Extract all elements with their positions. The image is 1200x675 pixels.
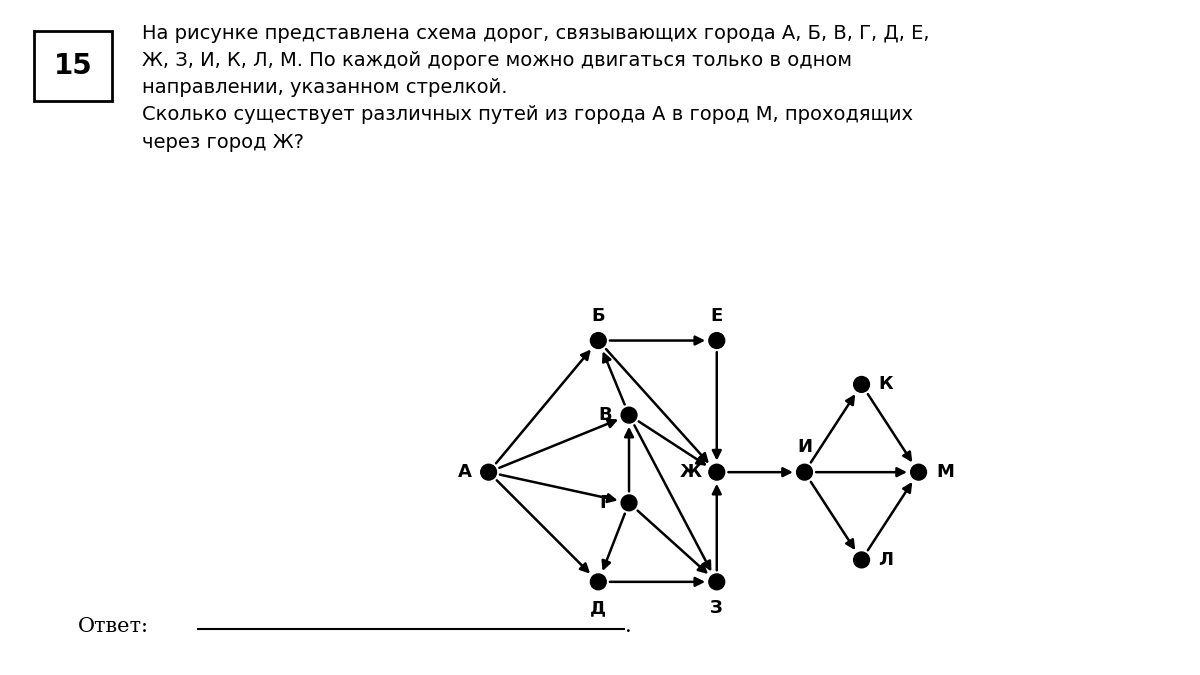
- Text: Ж: Ж: [679, 463, 702, 481]
- Circle shape: [709, 464, 725, 480]
- Text: .: .: [625, 617, 632, 636]
- Text: Ответ:: Ответ:: [78, 617, 149, 636]
- Text: Е: Е: [710, 307, 722, 325]
- Circle shape: [853, 552, 870, 568]
- Text: 15: 15: [54, 52, 92, 80]
- Text: М: М: [936, 463, 954, 481]
- Circle shape: [481, 464, 497, 480]
- Circle shape: [709, 574, 725, 590]
- Text: На рисунке представлена схема дорог, связывающих города А, Б, В, Г, Д, Е,
Ж, З, : На рисунке представлена схема дорог, свя…: [142, 24, 929, 152]
- Text: В: В: [598, 406, 612, 424]
- Circle shape: [622, 407, 637, 423]
- Circle shape: [911, 464, 926, 480]
- Text: Г: Г: [599, 494, 611, 512]
- Text: Л: Л: [878, 551, 893, 569]
- Circle shape: [709, 333, 725, 348]
- Circle shape: [590, 333, 606, 348]
- Text: Д: Д: [590, 599, 606, 617]
- Text: И: И: [797, 437, 812, 456]
- Circle shape: [622, 495, 637, 511]
- Text: З: З: [710, 599, 724, 617]
- Circle shape: [797, 464, 812, 480]
- Text: К: К: [878, 375, 893, 394]
- FancyBboxPatch shape: [35, 31, 112, 101]
- Circle shape: [853, 377, 870, 392]
- Circle shape: [590, 574, 606, 590]
- Text: А: А: [457, 463, 472, 481]
- Text: Б: Б: [592, 307, 605, 325]
